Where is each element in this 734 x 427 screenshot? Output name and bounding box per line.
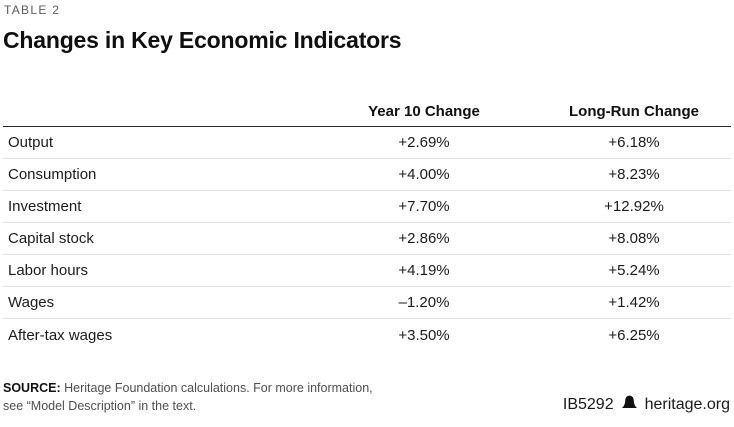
row-label: Capital stock: [8, 230, 94, 247]
year10-value: +7.70%: [398, 198, 450, 215]
row-label: Output: [8, 134, 54, 151]
table-row: Wages –1.20% +1.42%: [3, 287, 731, 319]
source-text-line2: see “Model Description” in the text.: [3, 399, 197, 413]
table-row: After-tax wages +3.50% +6.25%: [3, 319, 731, 351]
economic-indicators-table: Year 10 Change Long-Run Change Output +2…: [3, 93, 731, 351]
table-row: Output +2.69% +6.18%: [3, 127, 731, 159]
website-link[interactable]: heritage.org: [644, 395, 730, 413]
longrun-value: +5.24%: [608, 262, 660, 279]
row-label: Labor hours: [8, 262, 89, 279]
row-label: Wages: [8, 294, 55, 311]
longrun-value: +8.23%: [608, 166, 660, 183]
source-label: SOURCE:: [3, 381, 61, 395]
year10-value: +2.69%: [398, 134, 450, 151]
row-label: Consumption: [8, 166, 97, 183]
year10-value: +2.86%: [398, 230, 450, 247]
year10-value: +3.50%: [398, 326, 450, 344]
longrun-value: +1.42%: [608, 294, 660, 311]
row-label: After-tax wages: [8, 326, 113, 344]
longrun-value: +8.08%: [608, 230, 660, 247]
source-note: SOURCE: Heritage Foundation calculations…: [3, 379, 373, 415]
year10-value: +4.00%: [398, 166, 450, 183]
page-title: Changes in Key Economic Indicators: [3, 27, 402, 53]
table-row: Capital stock +2.86% +8.08%: [3, 223, 731, 255]
year10-value: –1.20%: [398, 294, 450, 311]
longrun-value: +6.18%: [608, 134, 660, 151]
table-number-label: TABLE 2: [4, 3, 61, 17]
report-id: IB5292: [562, 395, 614, 413]
table-row: Labor hours +4.19% +5.24%: [3, 255, 731, 287]
longrun-value: +12.92%: [604, 198, 664, 215]
table-row: Consumption +4.00% +8.23%: [3, 159, 731, 191]
liberty-bell-icon: [621, 395, 638, 414]
table-header-row: Year 10 Change Long-Run Change: [3, 93, 731, 127]
year10-value: +4.19%: [398, 262, 450, 279]
column-header-year10: Year 10 Change: [368, 103, 480, 120]
table-row: Investment +7.70% +12.92%: [3, 191, 731, 223]
column-header-longrun: Long-Run Change: [569, 103, 699, 120]
row-label: Investment: [8, 198, 82, 215]
publication-footer: IB5292 heritage.org: [563, 395, 730, 414]
longrun-value: +6.25%: [608, 326, 660, 344]
source-text-line1: Heritage Foundation calculations. For mo…: [64, 381, 373, 395]
